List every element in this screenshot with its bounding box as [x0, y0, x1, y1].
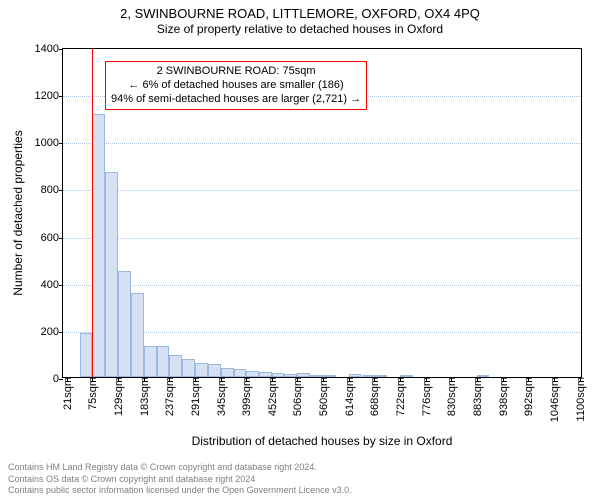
ytick-mark: [59, 143, 63, 144]
xtick-label: 129sqm: [111, 377, 125, 416]
footer-attribution: Contains HM Land Registry data © Crown c…: [8, 462, 352, 496]
histogram-bar: [208, 364, 221, 377]
footer-line: Contains HM Land Registry data © Crown c…: [8, 462, 352, 473]
ytick-mark: [59, 190, 63, 191]
xtick-label: 399sqm: [239, 377, 253, 416]
ytick-mark: [59, 332, 63, 333]
xtick-label: 75sqm: [85, 377, 99, 410]
x-axis-label: Distribution of detached houses by size …: [192, 434, 453, 448]
footer-line: Contains public sector information licen…: [8, 485, 352, 496]
histogram-bar: [157, 346, 170, 377]
xtick-label: 345sqm: [214, 377, 228, 416]
histogram-bar: [92, 114, 105, 377]
xtick-label: 183sqm: [137, 377, 151, 416]
gridline: [63, 285, 581, 286]
chart-subtitle: Size of property relative to detached ho…: [0, 22, 600, 36]
xtick-label: 938sqm: [496, 377, 510, 416]
histogram-bar: [131, 293, 144, 377]
xtick-label: 830sqm: [444, 377, 458, 416]
y-axis-label: Number of detached properties: [11, 130, 25, 295]
xtick-label: 722sqm: [393, 377, 407, 416]
xtick-label: 506sqm: [290, 377, 304, 416]
xtick-label: 776sqm: [419, 377, 433, 416]
xtick-label: 452sqm: [265, 377, 279, 416]
xtick-label: 668sqm: [367, 377, 381, 416]
xtick-label: 1046sqm: [547, 377, 561, 422]
ytick-mark: [59, 238, 63, 239]
xtick-label: 560sqm: [316, 377, 330, 416]
gridline: [63, 190, 581, 191]
gridline: [63, 238, 581, 239]
histogram-bar: [195, 363, 208, 377]
plot-frame: 020040060080010001200140021sqm75sqm129sq…: [62, 48, 582, 378]
xtick-label: 291sqm: [188, 377, 202, 416]
xtick-label: 614sqm: [342, 377, 356, 416]
histogram-bar: [144, 346, 157, 377]
xtick-label: 1100sqm: [573, 377, 587, 421]
chart-title: 2, SWINBOURNE ROAD, LITTLEMORE, OXFORD, …: [0, 0, 600, 22]
histogram-bar: [169, 355, 182, 377]
plot-area: 020040060080010001200140021sqm75sqm129sq…: [62, 48, 582, 378]
xtick-label: 237sqm: [162, 377, 176, 416]
xtick-label: 992sqm: [521, 377, 535, 416]
xtick-label: 21sqm: [60, 377, 74, 410]
histogram-bar: [221, 368, 234, 377]
ytick-mark: [59, 49, 63, 50]
histogram-bar: [118, 271, 131, 377]
xtick-label: 883sqm: [470, 377, 484, 416]
annotation-box: 2 SWINBOURNE ROAD: 75sqm← 6% of detached…: [105, 61, 367, 110]
ytick-mark: [59, 285, 63, 286]
annotation-line: ← 6% of detached houses are smaller (186…: [111, 79, 361, 93]
footer-line: Contains OS data © Crown copyright and d…: [8, 474, 352, 485]
annotation-line: 2 SWINBOURNE ROAD: 75sqm: [111, 65, 361, 79]
histogram-bar: [80, 333, 93, 377]
gridline: [63, 143, 581, 144]
annotation-line: 94% of semi-detached houses are larger (…: [111, 93, 361, 107]
property-marker-line: [92, 49, 93, 377]
histogram-bar: [182, 359, 195, 377]
ytick-mark: [59, 96, 63, 97]
chart-root: 2, SWINBOURNE ROAD, LITTLEMORE, OXFORD, …: [0, 0, 600, 500]
histogram-bar: [105, 172, 118, 377]
histogram-bar: [234, 369, 247, 377]
